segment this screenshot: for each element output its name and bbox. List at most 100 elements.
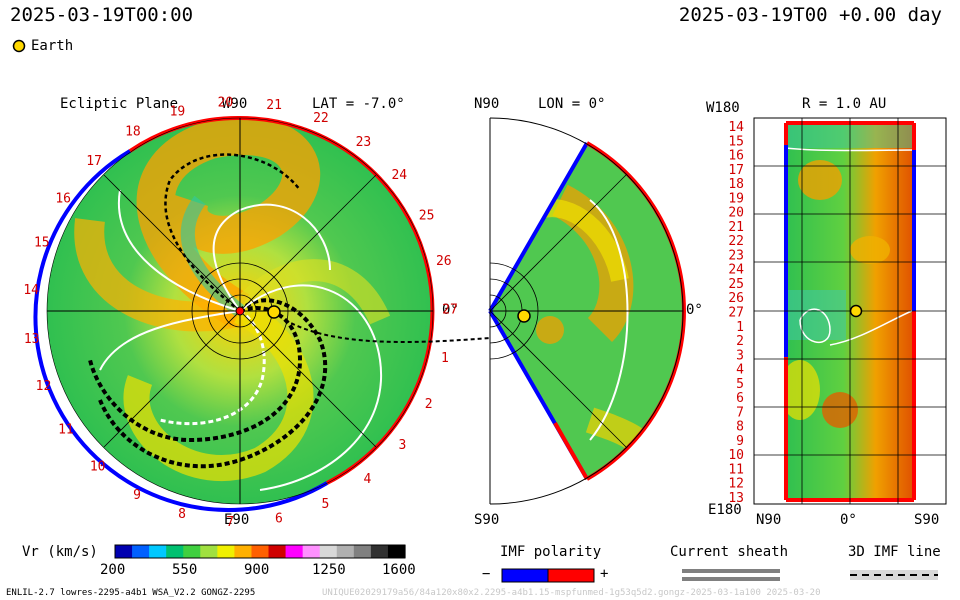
radial-y-label-7: 7 (736, 405, 744, 420)
radial-y-label-8: 8 (736, 420, 744, 435)
radial-carrington-numbers: 1415161718192021222324252627123456789101… (728, 120, 744, 506)
ecliptic-top-label: W90 (222, 96, 248, 112)
imf-line-label: 3D IMF line (848, 544, 941, 560)
radial-y-label-16: 16 (728, 149, 744, 164)
speed-colorbar (114, 544, 406, 559)
ecliptic-number-4: 4 (363, 472, 371, 487)
meridional-right-label: 0° (686, 302, 703, 318)
radial-x-label-s90: S90 (914, 512, 940, 528)
ecliptic-number-12: 12 (36, 379, 52, 394)
ecliptic-number-17: 17 (86, 154, 102, 169)
colorbar-swatch (268, 545, 287, 558)
ecliptic-number-6: 6 (275, 511, 283, 526)
earth-meridional-marker-icon (517, 309, 531, 323)
meridional-top-label: N90 (474, 96, 500, 112)
ecliptic-number-20: 20 (218, 96, 234, 111)
imf-plus-label: + (600, 566, 609, 582)
ecliptic-number-18: 18 (125, 124, 141, 139)
ecliptic-lat-label: LAT = -7.0° (312, 96, 405, 112)
radial-top-left-label: W180 (706, 100, 740, 116)
ecliptic-number-22: 22 (313, 111, 329, 126)
radial-y-label-9: 9 (736, 434, 744, 449)
imf-polarity-legend (501, 568, 595, 583)
ecliptic-title: Ecliptic Plane (60, 96, 179, 112)
radial-y-label-12: 12 (728, 477, 744, 492)
meridional-plane-plot (488, 117, 686, 505)
colorbar-swatch (132, 545, 150, 558)
colorbar-swatch (234, 545, 253, 558)
radial-y-label-14: 14 (728, 120, 744, 135)
ecliptic-carrington-numbers: 20 21222324252627123456789101112131415161… (23, 96, 457, 530)
radial-bottom-left-label: E180 (708, 502, 742, 518)
earth-radial-marker-icon (849, 304, 863, 318)
colorbar-swatch (166, 545, 184, 558)
radial-y-label-19: 19 (728, 191, 744, 206)
earth-ecliptic-marker-icon (267, 305, 281, 319)
colorbar-swatch (217, 545, 236, 558)
imf-polarity-label: IMF polarity (500, 544, 602, 560)
colorbar-swatch (183, 545, 201, 558)
ecliptic-bottom-label: E90 (224, 512, 250, 528)
colorbar-tick-1: 550 (172, 562, 198, 578)
colorbar-swatch (251, 545, 270, 558)
colorbar-frame (114, 544, 406, 559)
colorbar-swatch (302, 545, 321, 558)
colorbar-swatch (370, 545, 389, 558)
ecliptic-number-26: 26 (436, 254, 452, 269)
radial-y-label-11: 11 (728, 463, 744, 478)
ecliptic-number-27: 27 (442, 303, 458, 318)
ecliptic-number-5: 5 (321, 497, 329, 512)
ecliptic-number-25: 25 (419, 209, 435, 224)
radial-y-label-17: 17 (728, 163, 744, 178)
current-sheath-label: Current sheath (670, 544, 789, 560)
colorbar-swatch (336, 545, 355, 558)
ecliptic-number-1: 1 (441, 351, 449, 366)
ecliptic-number-11: 11 (58, 422, 74, 437)
colorbar-swatch (387, 545, 406, 558)
meridional-bottom-label: S90 (474, 512, 500, 528)
radial-y-label-22: 22 (728, 234, 744, 249)
colorbar-swatch (319, 545, 338, 558)
run-time-label: 2025-03-19T00:00 (10, 4, 194, 26)
colorbar-tick-3: 1250 (312, 562, 346, 578)
ecliptic-number-10: 10 (90, 459, 106, 474)
colorbar-label: Vr (km/s) (22, 544, 98, 560)
ecliptic-number-9: 9 (133, 488, 141, 503)
radial-y-label-20: 20 (728, 206, 744, 221)
ecliptic-number-2: 2 (425, 397, 433, 412)
colorbar-swatch (200, 545, 218, 558)
radial-y-label-25: 25 (728, 277, 744, 292)
run-id: UNIQUE02029179a56/84a120x80x2.2295-a4b1.… (322, 588, 821, 598)
imf-minus-label: − (482, 566, 491, 582)
radial-y-label-6: 6 (736, 391, 744, 406)
colorbar-swatch (115, 545, 133, 558)
ecliptic-number-3: 3 (398, 438, 406, 453)
elapsed-time-label: 2025-03-19T00 +0.00 day (678, 4, 942, 26)
radial-y-label-21: 21 (728, 220, 744, 235)
radial-y-label-13: 13 (728, 491, 744, 506)
colorbar-tick-0: 200 (100, 562, 126, 578)
ecliptic-number-16: 16 (55, 192, 71, 207)
ecliptic-number-24: 24 (391, 168, 407, 183)
colorbar-tick-2: 900 (244, 562, 270, 578)
radial-x-label-n90: N90 (756, 512, 782, 528)
radial-surface-plot (753, 117, 947, 505)
ecliptic-number-7: 7 (226, 515, 234, 530)
radial-y-label-24: 24 (728, 263, 744, 278)
ecliptic-number-14: 14 (23, 283, 39, 298)
ecliptic-number-23: 23 (356, 135, 372, 150)
sun-marker-icon (235, 306, 245, 316)
ecliptic-number-8: 8 (178, 507, 186, 522)
radial-y-label-23: 23 (728, 248, 744, 263)
radial-r-label: R = 1.0 AU (802, 96, 887, 112)
imf-line-legend-icon (850, 570, 938, 580)
earth-marker-icon (12, 39, 26, 53)
radial-y-label-5: 5 (736, 377, 744, 392)
earth-legend: Earth (12, 38, 73, 54)
ecliptic-right-label: 0° (442, 302, 459, 318)
radial-y-label-2: 2 (736, 334, 744, 349)
earth-legend-label: Earth (31, 38, 74, 54)
ecliptic-number-19: 19 (170, 105, 186, 120)
ecliptic-plane-plot (33, 115, 491, 513)
